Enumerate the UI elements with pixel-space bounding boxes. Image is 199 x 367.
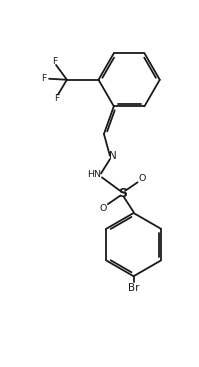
Text: S: S bbox=[118, 187, 127, 200]
Text: HN: HN bbox=[87, 170, 101, 179]
Text: N: N bbox=[109, 151, 117, 161]
Text: O: O bbox=[139, 174, 146, 182]
Text: O: O bbox=[99, 204, 107, 213]
Text: F: F bbox=[53, 58, 58, 66]
Text: Br: Br bbox=[128, 283, 139, 293]
Text: F: F bbox=[42, 74, 47, 83]
Text: F: F bbox=[55, 94, 60, 103]
